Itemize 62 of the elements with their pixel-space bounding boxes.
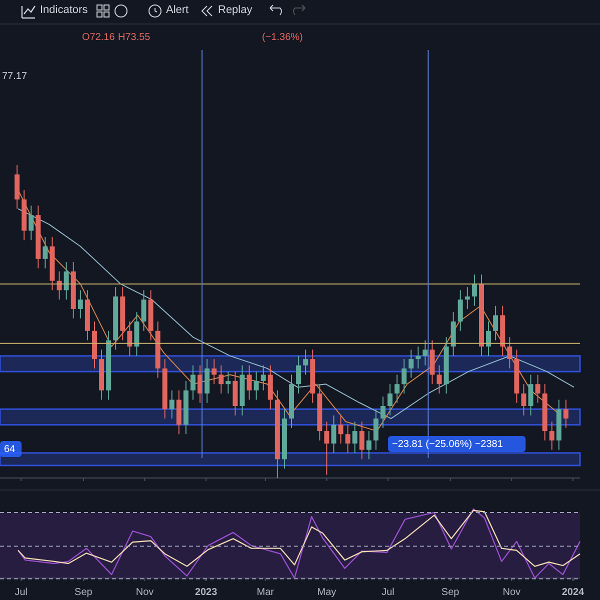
candlestick [359,421,364,460]
candlestick [169,390,174,420]
x-tick-label: Mar [256,587,275,598]
x-tick-label: Nov [136,587,154,598]
text: Alert [166,4,189,16]
candlestick [422,340,428,366]
candlestick [458,290,463,332]
candlestick [416,346,421,369]
candlestick [64,262,69,300]
candlestick [246,364,252,400]
candlestick [563,399,568,428]
candlestick [408,349,414,378]
text: 77.17 [2,71,28,82]
text: O72.16 [82,32,116,43]
candlestick [127,321,132,356]
candlestick [521,384,526,416]
annotation: −23.81 (−25.06%) −2381 [392,439,504,450]
candlestick [535,374,540,404]
text: H73.55 [118,32,151,43]
text: Replay [218,4,253,16]
x-tick-label: Jul [382,587,394,598]
candlestick [402,358,407,394]
candlestick [303,349,308,376]
candlestick [324,421,330,476]
candlestick [549,421,554,450]
x-tick-label: 2023 [194,587,218,598]
candlestick [472,274,477,306]
x-tick-label: Jul [14,587,28,598]
candlestick [254,371,259,400]
text: Indicators [40,4,88,16]
candlestick [141,290,146,332]
x-tick-label: 2024 [562,587,585,598]
candlestick [28,205,34,241]
candlestick [296,355,302,394]
candlestick [388,384,393,416]
candlestick [436,364,442,394]
candlestick [190,364,196,400]
x-tick-label: Nov [502,587,521,598]
candlestick [507,336,512,369]
candlestick [226,371,231,394]
candlestick [218,364,224,394]
candlestick [394,374,400,404]
candlestick [338,414,344,444]
x-tick-label: Sep [441,587,460,598]
candlestick [528,374,534,416]
annotation: 64 [4,444,16,455]
candlestick [464,286,470,310]
candlestick [78,290,83,319]
candlestick [260,364,266,391]
candlestick [373,408,378,450]
candlestick [486,321,492,356]
candlestick [212,358,217,385]
candlestick [42,236,48,269]
candlestick [380,396,386,428]
candlestick [331,414,336,454]
text: (−1.36%) [262,32,303,43]
candlestick [352,421,358,454]
candlestick [366,430,372,460]
candlestick [493,305,498,341]
candlestick [345,424,350,454]
x-tick-label: Sep [74,587,93,598]
x-tick-label: May [317,587,336,598]
